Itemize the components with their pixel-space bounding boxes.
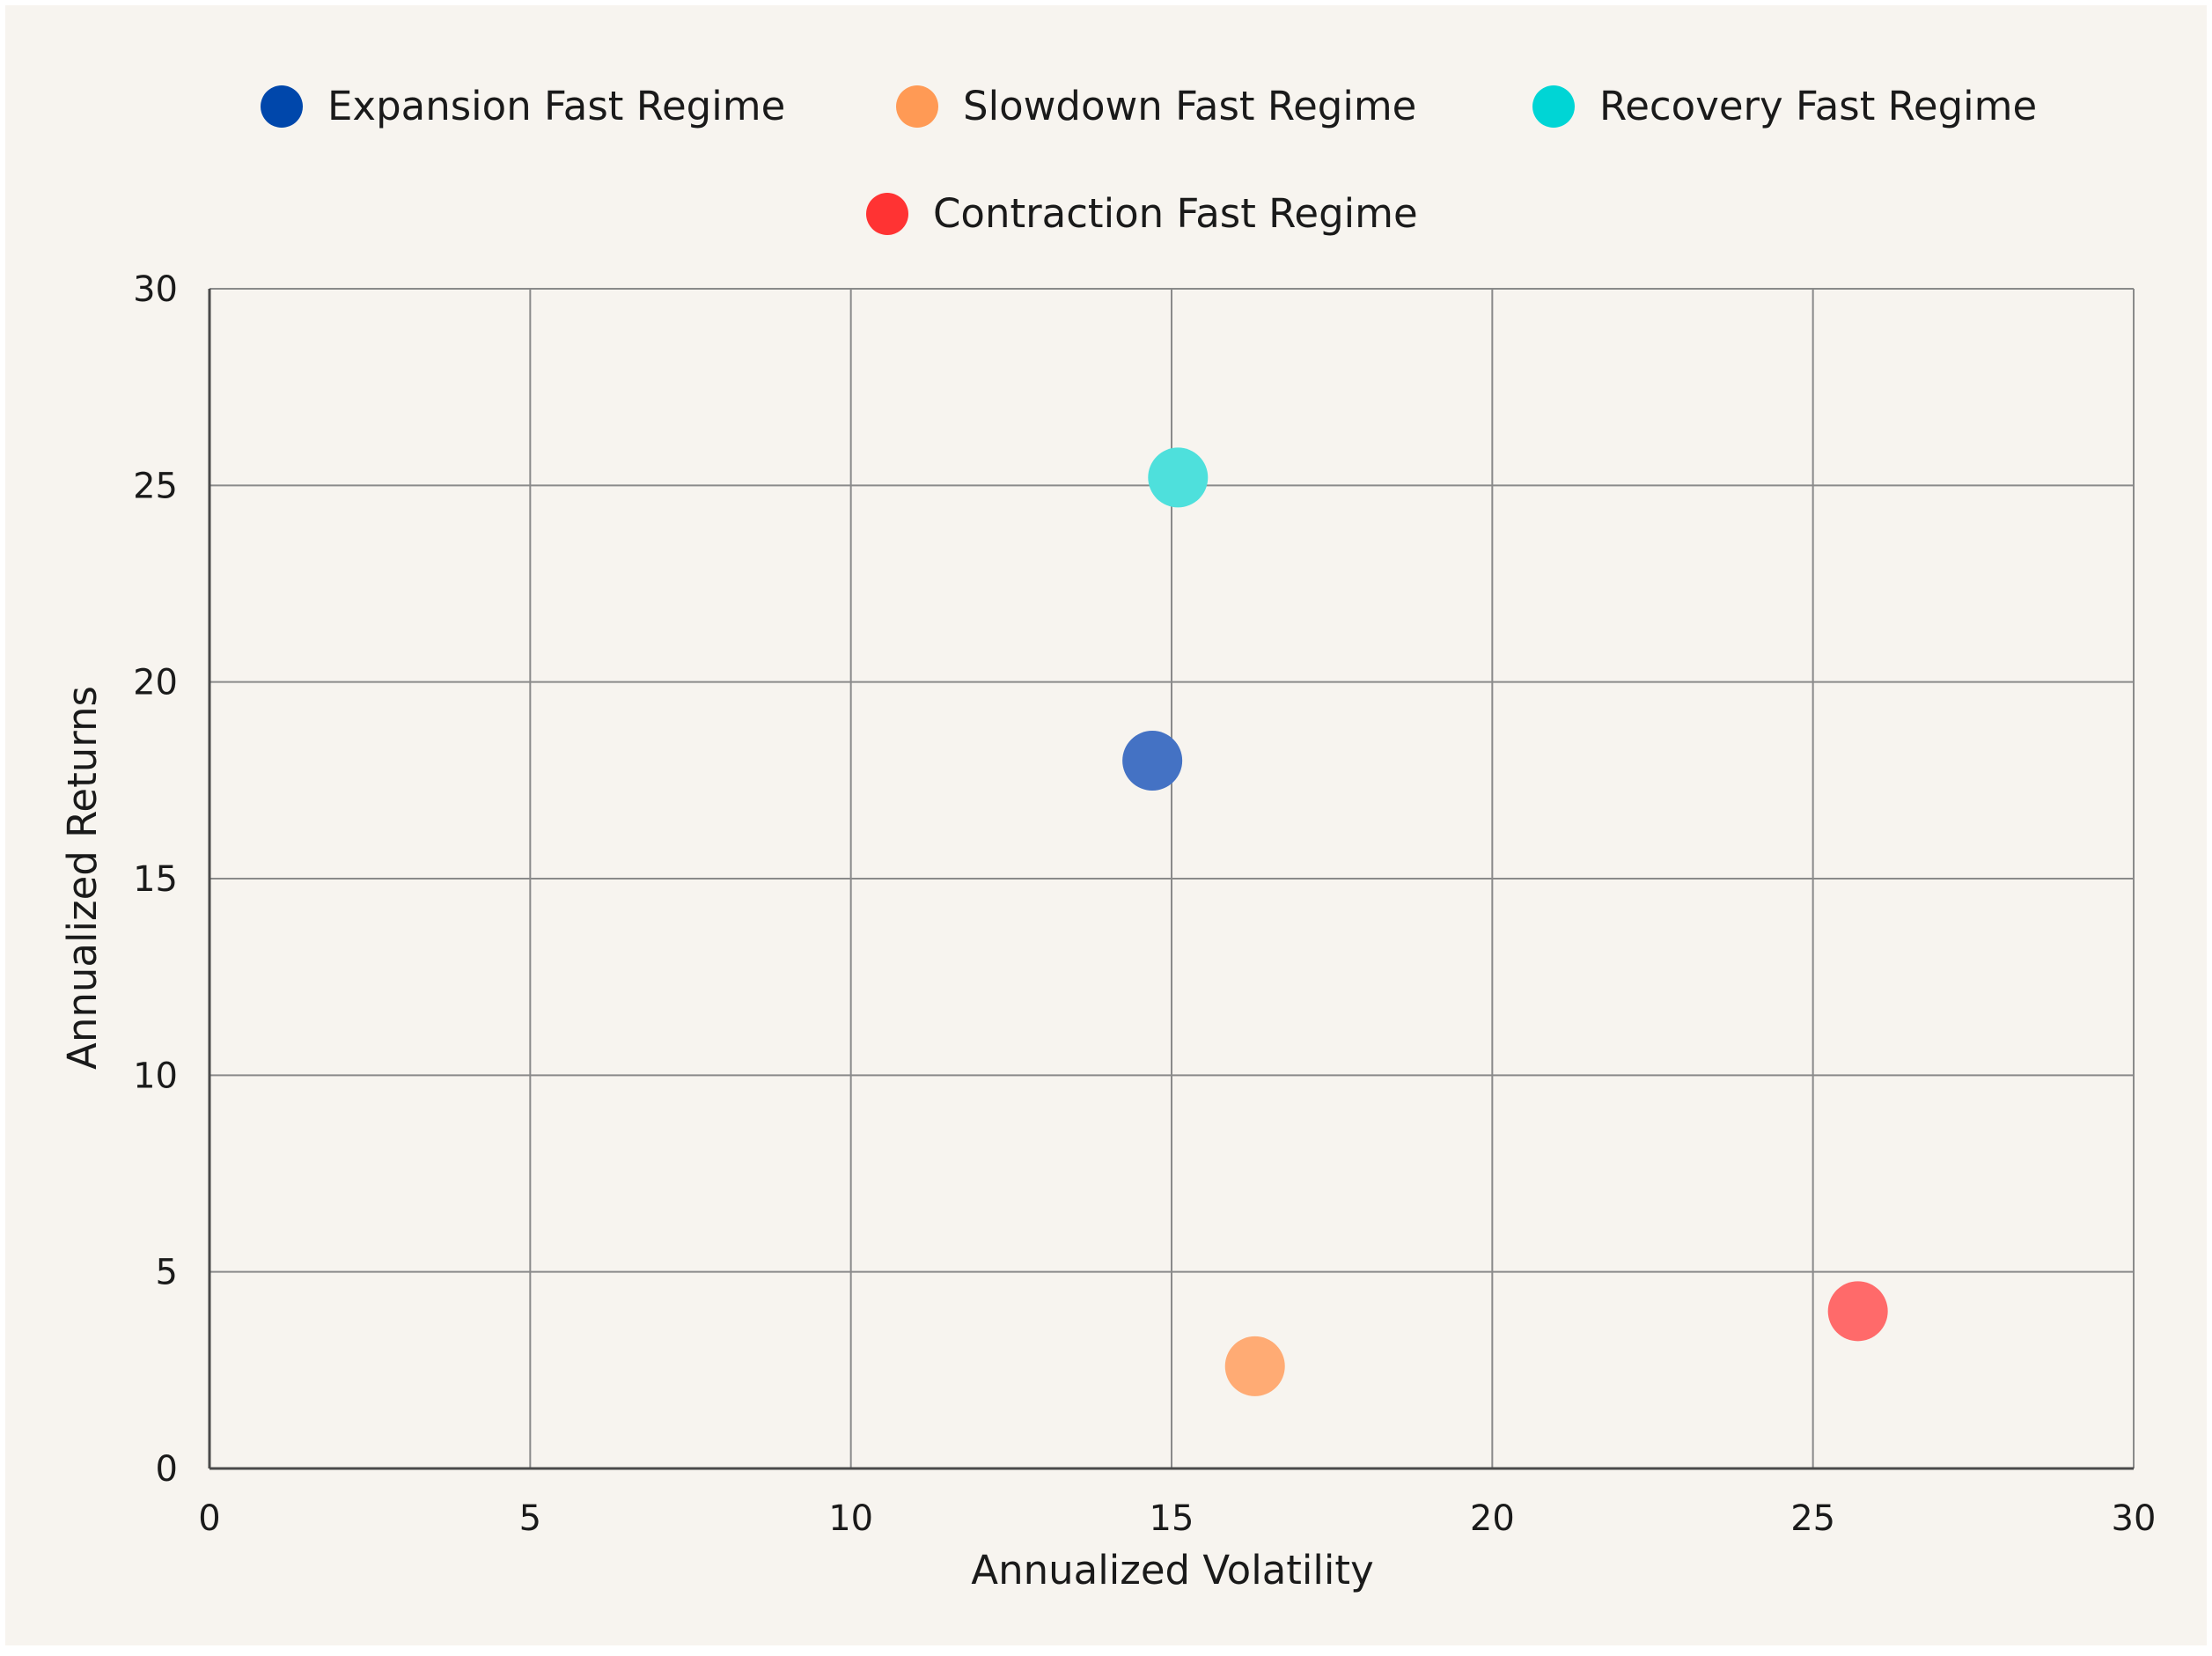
legend-swatch-slowdown xyxy=(896,85,938,128)
scatter-plot: 0 5 10 15 20 25 30 0 5 10 15 20 25 30 Annualized Vol… xyxy=(59,269,2156,1593)
legend-label-recovery: Recovery Fast Regime xyxy=(1599,83,2038,129)
x-tick-label: 30 xyxy=(2112,1498,2157,1539)
x-tick-label: 20 xyxy=(1470,1498,1515,1539)
data-point-slowdown[interactable] xyxy=(1224,1336,1285,1396)
legend-label-expansion: Expansion Fast Regime xyxy=(327,83,786,129)
data-point-contraction[interactable] xyxy=(1827,1281,1888,1342)
legend-item-contraction[interactable]: Contraction Fast Regime xyxy=(866,190,1418,237)
legend: Expansion Fast Regime Slowdown Fast Regi… xyxy=(5,5,2212,269)
y-tick-label: 30 xyxy=(133,269,178,310)
legend-label-contraction: Contraction Fast Regime xyxy=(933,190,1418,237)
y-tick-label: 10 xyxy=(133,1056,178,1096)
legend-swatch-expansion xyxy=(261,85,303,128)
data-points xyxy=(1122,447,1888,1396)
y-axis-title: Annualized Returns xyxy=(59,686,106,1070)
x-tick-label: 25 xyxy=(1790,1498,1835,1539)
y-tick-label: 20 xyxy=(133,663,178,703)
x-tick-label: 15 xyxy=(1150,1498,1194,1539)
legend-item-slowdown[interactable]: Slowdown Fast Regime xyxy=(896,83,1416,129)
x-tick-label: 0 xyxy=(198,1498,220,1539)
y-tick-labels: 0 5 10 15 20 25 30 xyxy=(133,269,178,1490)
x-tick-label: 5 xyxy=(519,1498,541,1539)
y-tick-label: 15 xyxy=(133,859,178,900)
data-point-recovery[interactable] xyxy=(1148,447,1209,508)
x-tick-label: 10 xyxy=(828,1498,873,1539)
legend-swatch-contraction xyxy=(866,192,908,235)
legend-item-recovery[interactable]: Recovery Fast Regime xyxy=(1532,83,2037,129)
x-tick-labels: 0 5 10 15 20 25 30 xyxy=(198,1498,2156,1539)
y-tick-label: 0 xyxy=(156,1449,178,1490)
data-point-expansion[interactable] xyxy=(1122,731,1183,791)
axes-layer xyxy=(208,289,2134,1470)
legend-label-slowdown: Slowdown Fast Regime xyxy=(963,83,1417,129)
y-tick-label: 25 xyxy=(133,466,178,506)
legend-swatch-recovery xyxy=(1532,85,1575,128)
x-axis-title: Annualized Volatility xyxy=(971,1547,1373,1593)
y-tick-label: 5 xyxy=(156,1253,178,1293)
legend-item-expansion[interactable]: Expansion Fast Regime xyxy=(261,83,785,129)
